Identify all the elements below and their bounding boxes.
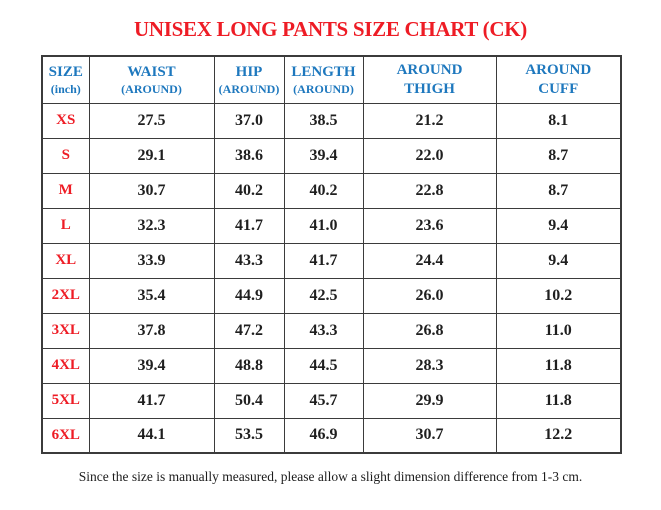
value-cell: 9.4 — [495, 207, 622, 244]
footnote: Since the size is manually measured, ple… — [78, 469, 583, 484]
value-cell: 9.4 — [495, 242, 622, 279]
table-row-4xl: 4XL 39.4 48.8 44.5 28.3 11.8 — [41, 347, 622, 384]
header-sublabel: (inch) — [50, 81, 81, 96]
value-cell: 22.8 — [362, 172, 497, 209]
column-header-hip: HIP (AROUND) — [213, 55, 285, 104]
size-chart-table: SIZE (inch) WAIST (AROUND) HIP (AROUND) … — [41, 55, 622, 454]
value-cell: 47.2 — [213, 312, 285, 349]
value-cell: 37.0 — [213, 102, 285, 139]
size-cell: S — [41, 137, 90, 174]
header-row: SIZE (inch) WAIST (AROUND) HIP (AROUND) … — [41, 55, 622, 104]
column-header-around-thigh: AROUND THIGH — [362, 55, 497, 104]
value-cell: 40.2 — [283, 172, 364, 209]
value-cell: 42.5 — [283, 277, 364, 314]
value-cell: 44.9 — [213, 277, 285, 314]
value-cell: 50.4 — [213, 382, 285, 419]
value-cell: 39.4 — [88, 347, 215, 384]
size-cell: XL — [41, 242, 90, 279]
header-sublabel: (AROUND) — [121, 81, 182, 96]
value-cell: 44.1 — [88, 417, 215, 454]
value-cell: 35.4 — [88, 277, 215, 314]
size-cell: L — [41, 207, 90, 244]
size-cell: 3XL — [41, 312, 90, 349]
table-row-2xl: 2XL 35.4 44.9 42.5 26.0 10.2 — [41, 277, 622, 314]
value-cell: 30.7 — [362, 417, 497, 454]
value-cell: 45.7 — [283, 382, 364, 419]
header-sublabel: (AROUND) — [293, 81, 354, 96]
size-cell: 5XL — [41, 382, 90, 419]
size-cell: 6XL — [41, 417, 90, 454]
column-header-around-cuff: AROUND CUFF — [495, 55, 622, 104]
column-header-length: LENGTH (AROUND) — [283, 55, 364, 104]
value-cell: 8.7 — [495, 137, 622, 174]
table-header: SIZE (inch) WAIST (AROUND) HIP (AROUND) … — [41, 55, 622, 104]
value-cell: 41.0 — [283, 207, 364, 244]
value-cell: 11.0 — [495, 312, 622, 349]
table-row-s: S 29.1 38.6 39.4 22.0 8.7 — [41, 137, 622, 174]
header-label: AROUND — [396, 62, 463, 78]
header-label: AROUND — [525, 62, 592, 78]
value-cell: 28.3 — [362, 347, 497, 384]
value-cell: 46.9 — [283, 417, 364, 454]
size-cell: 2XL — [41, 277, 90, 314]
value-cell: 37.8 — [88, 312, 215, 349]
column-header-waist: WAIST (AROUND) — [88, 55, 215, 104]
value-cell: 30.7 — [88, 172, 215, 209]
value-cell: 21.2 — [362, 102, 497, 139]
value-cell: 43.3 — [213, 242, 285, 279]
value-cell: 29.9 — [362, 382, 497, 419]
value-cell: 41.7 — [283, 242, 364, 279]
size-cell: M — [41, 172, 90, 209]
table-row-m: M 30.7 40.2 40.2 22.8 8.7 — [41, 172, 622, 209]
value-cell: 8.1 — [495, 102, 622, 139]
value-cell: 53.5 — [213, 417, 285, 454]
column-header-size: SIZE (inch) — [41, 55, 90, 104]
value-cell: 12.2 — [495, 417, 622, 454]
table-row-6xl: 6XL 44.1 53.5 46.9 30.7 12.2 — [41, 417, 622, 454]
page-title: UNISEX LONG PANTS SIZE CHART (CK) — [134, 17, 527, 41]
value-cell: 38.5 — [283, 102, 364, 139]
header-sublabel: THIGH — [404, 80, 455, 97]
value-cell: 41.7 — [88, 382, 215, 419]
value-cell: 44.5 — [283, 347, 364, 384]
value-cell: 48.8 — [213, 347, 285, 384]
value-cell: 33.9 — [88, 242, 215, 279]
header-label: SIZE — [48, 63, 83, 80]
value-cell: 43.3 — [283, 312, 364, 349]
header-label: LENGTH — [291, 63, 356, 80]
value-cell: 8.7 — [495, 172, 622, 209]
header-sublabel: (AROUND) — [218, 81, 280, 96]
table-row-xl: XL 33.9 43.3 41.7 24.4 9.4 — [41, 242, 622, 279]
value-cell: 23.6 — [362, 207, 497, 244]
value-cell: 32.3 — [88, 207, 215, 244]
table-row-xs: XS 27.5 37.0 38.5 21.2 8.1 — [41, 102, 622, 139]
value-cell: 26.8 — [362, 312, 497, 349]
table-body: XS 27.5 37.0 38.5 21.2 8.1 S 29.1 38.6 3… — [41, 102, 622, 454]
header-label: WAIST — [127, 63, 176, 80]
header-label: HIP — [235, 63, 263, 80]
table-row-3xl: 3XL 37.8 47.2 43.3 26.8 11.0 — [41, 312, 622, 349]
value-cell: 41.7 — [213, 207, 285, 244]
value-cell: 11.8 — [495, 382, 622, 419]
header-sublabel: CUFF — [538, 80, 579, 97]
value-cell: 27.5 — [88, 102, 215, 139]
value-cell: 39.4 — [283, 137, 364, 174]
value-cell: 24.4 — [362, 242, 497, 279]
value-cell: 38.6 — [213, 137, 285, 174]
value-cell: 40.2 — [213, 172, 285, 209]
value-cell: 22.0 — [362, 137, 497, 174]
value-cell: 11.8 — [495, 347, 622, 384]
value-cell: 10.2 — [495, 277, 622, 314]
value-cell: 26.0 — [362, 277, 497, 314]
table-row-l: L 32.3 41.7 41.0 23.6 9.4 — [41, 207, 622, 244]
size-cell: 4XL — [41, 347, 90, 384]
value-cell: 29.1 — [88, 137, 215, 174]
size-cell: XS — [41, 102, 90, 139]
table-row-5xl: 5XL 41.7 50.4 45.7 29.9 11.8 — [41, 382, 622, 419]
